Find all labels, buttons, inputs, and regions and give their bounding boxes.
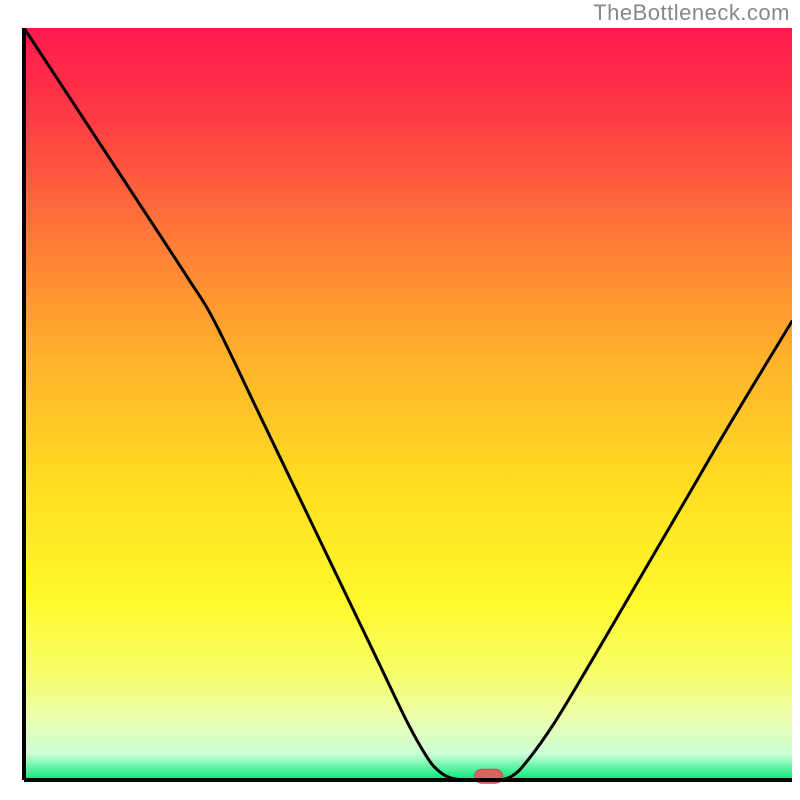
plot-background [24,28,792,780]
watermark-label: TheBottleneck.com [593,0,790,26]
bottleneck-chart [0,0,800,800]
chart-container: TheBottleneck.com [0,0,800,800]
